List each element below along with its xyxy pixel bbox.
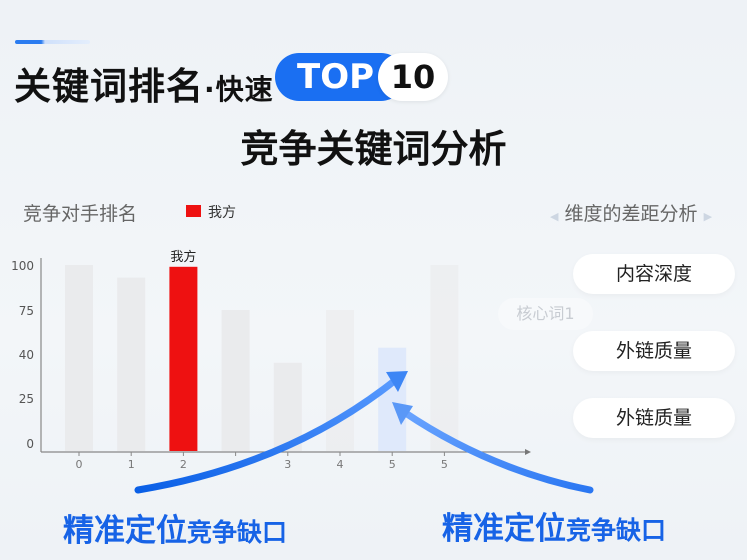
x-tick-label: 3 — [284, 458, 291, 471]
bar-competitor — [273, 362, 302, 451]
arrow-head-icon — [392, 402, 413, 425]
chevron-left-icon[interactable]: ◀ — [550, 210, 559, 223]
dimension-title: ◀ 维度的差距分析 ▶ — [550, 203, 713, 225]
callout-left: 精准定位竞争缺口 — [63, 513, 288, 549]
bar-competitor — [117, 277, 146, 451]
y-tick-label: 40 — [19, 348, 34, 362]
keyword-chip: 核心词1 — [498, 298, 593, 330]
y-tick-label: 75 — [19, 304, 34, 318]
chart-title: 竞争对手排名 — [23, 203, 138, 225]
curved-arrow-icon — [134, 374, 402, 494]
bar-competitor — [65, 265, 93, 451]
dimension-item: 内容深度 — [573, 254, 735, 294]
bar-competitor — [326, 310, 354, 451]
x-tick-label: 5 — [441, 458, 448, 471]
x-tick-label: 4 — [337, 458, 344, 471]
legend-label: 我方 — [208, 205, 236, 221]
arrow-head-icon — [386, 371, 408, 392]
chevron-right-icon[interactable]: ▶ — [703, 210, 713, 223]
x-axis-arrow-icon — [525, 449, 531, 455]
y-tick-label: 0 — [26, 437, 34, 451]
x-tick-label: 5 — [389, 458, 396, 471]
x-tick-label: 1 — [128, 458, 135, 471]
curved-arrow-icon — [400, 408, 594, 494]
bar-competitor — [378, 347, 407, 451]
dimension-item: 外链质量 — [573, 398, 735, 438]
top-number-badge: 10 — [378, 53, 448, 101]
x-tick-label: 0 — [76, 458, 83, 471]
data-label: 我方 — [170, 249, 196, 265]
callout-right: 精准定位竞争缺口 — [442, 511, 667, 547]
dimension-item: 外链质量 — [573, 331, 735, 371]
page-title: 关键词排名·快速 — [14, 65, 274, 108]
accent-bar — [15, 40, 90, 44]
y-tick-label: 100 — [11, 259, 34, 273]
page-subtitle: 竞争关键词分析 — [240, 127, 507, 171]
bar-competitor — [430, 265, 459, 451]
bar-ours — [169, 266, 198, 451]
x-tick-label: 2 — [180, 458, 187, 471]
bar-competitor — [221, 310, 250, 451]
legend-swatch — [186, 205, 201, 217]
y-tick-label: 25 — [19, 392, 34, 406]
